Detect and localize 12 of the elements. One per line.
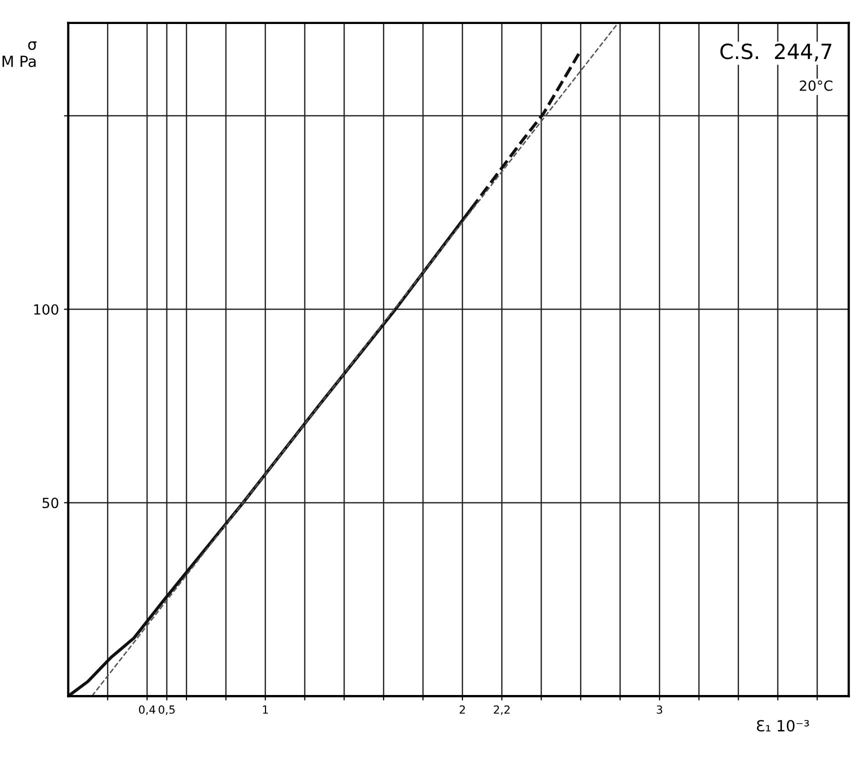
y-axis-title: σ M Pa (2, 41, 37, 68)
y-tick-label: 50 (42, 498, 58, 508)
x-tick-label: 1 (263, 706, 268, 714)
x-tick-label: 2 (460, 705, 465, 714)
annotation: C.S. 244,7 (720, 44, 832, 62)
y-tick-label: 100 (34, 304, 58, 315)
annotation: 20°C (800, 80, 832, 91)
x-tick-label: 0,5 (158, 705, 175, 715)
x-tick-label: 2,2 (494, 705, 510, 715)
x-tick-label: 0,4 (138, 705, 156, 715)
x-axis-title: Ɛ₁ 10⁻³ (756, 720, 809, 732)
x-tick-label: 3 (656, 705, 662, 714)
